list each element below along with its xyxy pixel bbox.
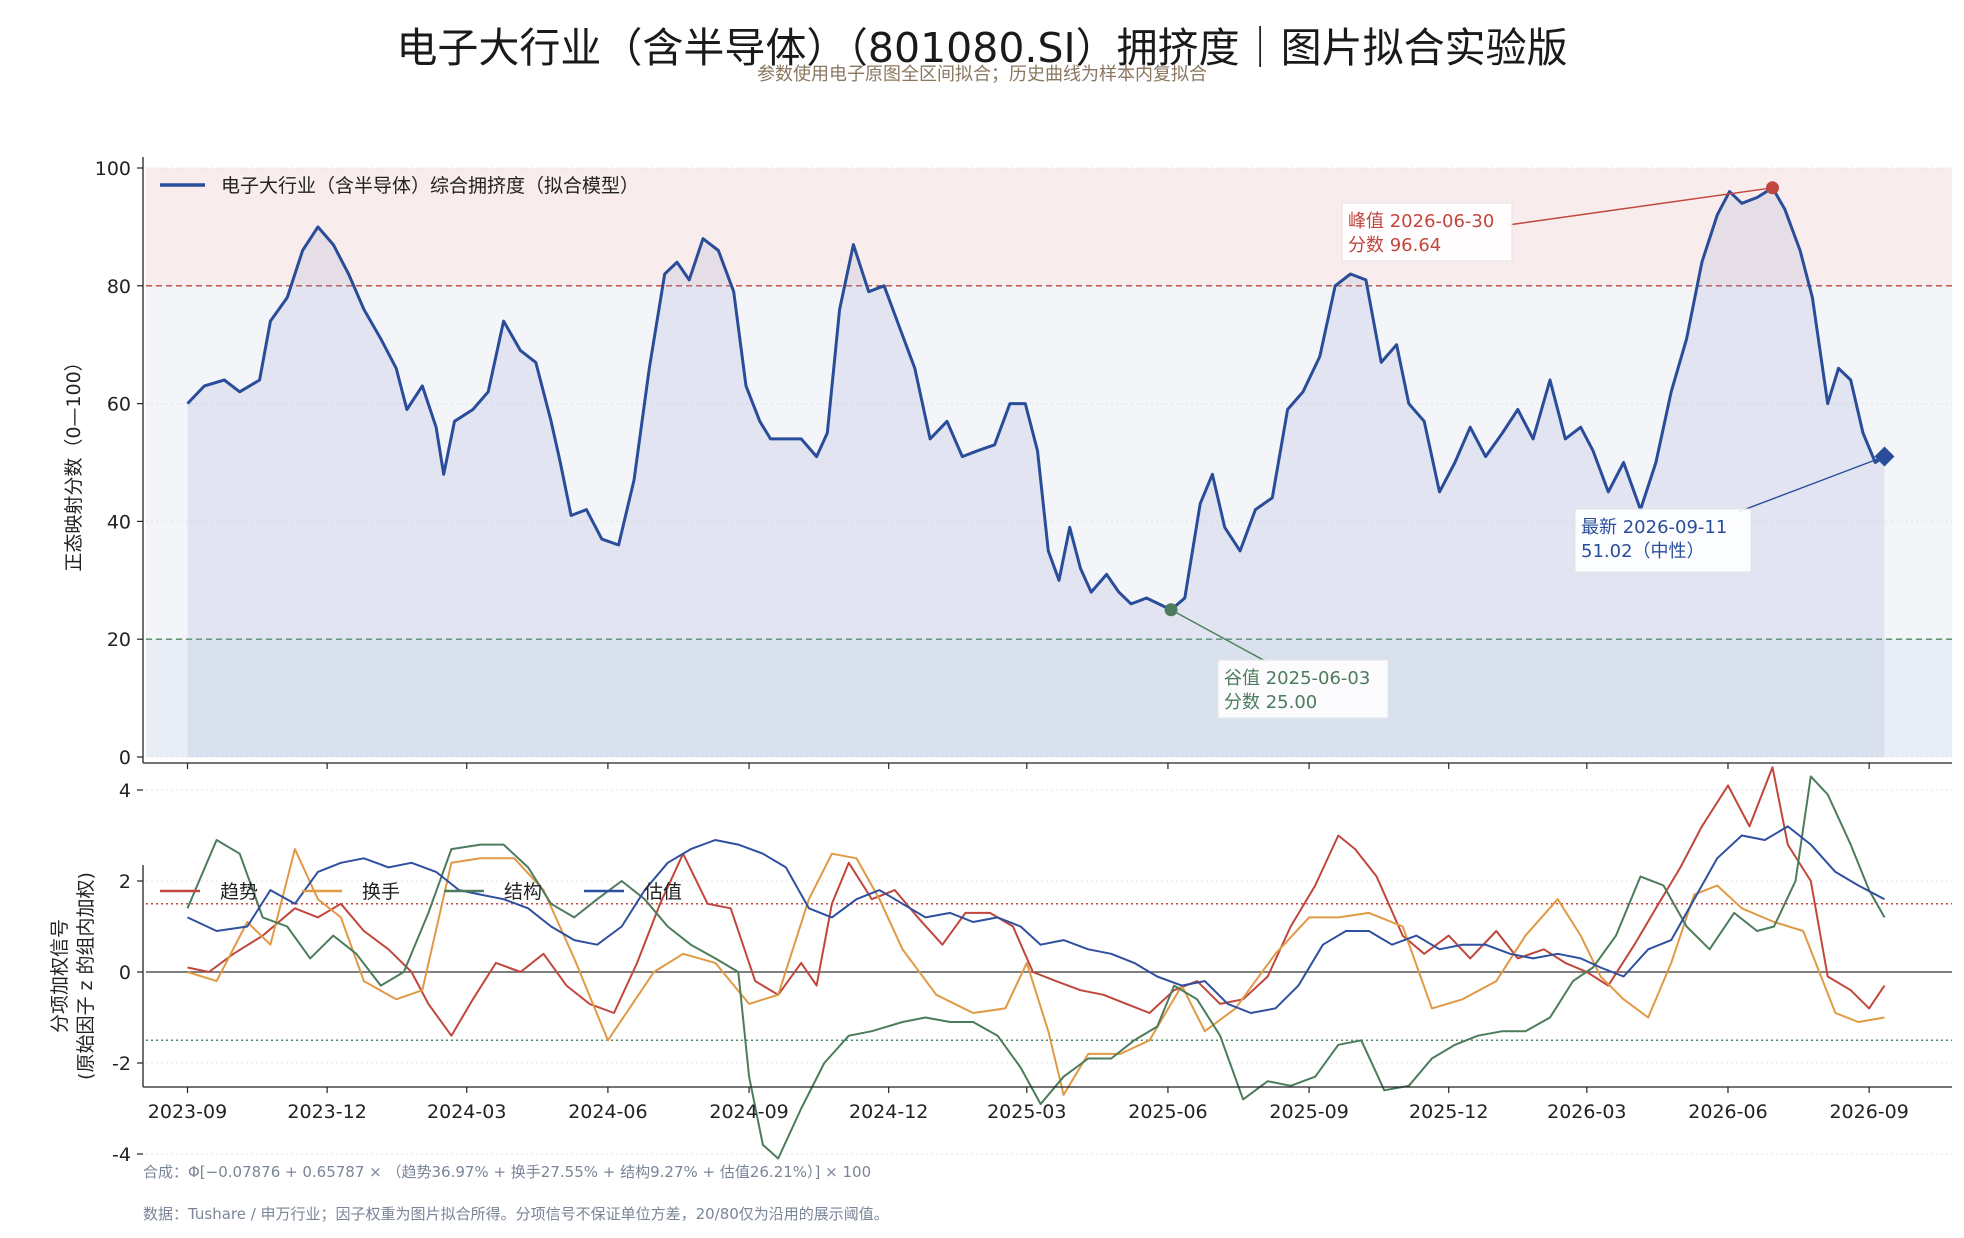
y-tick-label: 20 <box>107 629 131 651</box>
y-axis-label: 正态映射分数（0—100） <box>63 352 85 571</box>
x-tick-label: 2025-06 <box>1128 1101 1207 1123</box>
x-tick-label: 2026-06 <box>1688 1101 1767 1123</box>
source-footnote: 数据：Tushare / 申万行业；因子权重为图片拟合所得。分项信号不保证单位方… <box>143 1205 889 1223</box>
y-tick-label: 4 <box>119 780 131 802</box>
legend-label-valuation: 估值 <box>644 881 682 903</box>
structure-signal-line <box>186 775 1886 1160</box>
legend-label-score: 电子大行业（含半导体）综合拥挤度（拟合模型） <box>221 175 639 197</box>
y-tick-label: 80 <box>107 276 131 298</box>
trend-signal-line <box>187 766 1886 1037</box>
trough-label-line1: 谷值 2025-06-03 <box>1224 668 1370 689</box>
peak-label-box <box>1341 202 1513 262</box>
latest-leader-line <box>1737 455 1885 513</box>
legend-label-turnover: 换手 <box>362 881 400 903</box>
peak-label-line1: 峰值 2026-06-30 <box>1348 211 1494 232</box>
y-tick-label: 2 <box>119 871 131 893</box>
y-tick-label: 0 <box>119 747 131 769</box>
legend-label-structure: 结构 <box>504 881 542 903</box>
x-tick-label: 2025-12 <box>1409 1101 1488 1123</box>
chart-title: 电子大行业（含半导体）（801080.SI）拥挤度｜图片拟合实验版 <box>396 24 1568 72</box>
x-tick-label: 2023-09 <box>148 1101 227 1123</box>
y-tick-label: 100 <box>95 158 131 180</box>
score-line <box>186 186 1886 612</box>
valuation-signal-line <box>187 825 1885 1014</box>
peak-marker <box>1765 181 1779 195</box>
latest-marker <box>1874 446 1895 467</box>
trough-leader-line <box>1170 609 1268 663</box>
factor-signal-panel: -4 -2 0 2 4 2023-09 2023-12 2024-03 2024-06 2024-… <box>49 766 1952 1166</box>
score-area-fill <box>187 187 1885 758</box>
high-crowding-zone <box>146 168 1952 286</box>
trough-marker <box>1164 603 1178 617</box>
low-crowding-zone <box>146 639 1952 757</box>
y-tick-label: -4 <box>112 1144 131 1166</box>
x-tick-label: 2024-03 <box>427 1101 506 1123</box>
latest-label-line1: 最新 2026-09-11 <box>1581 517 1727 538</box>
peak-label-line2: 分数 96.64 <box>1348 235 1441 256</box>
x-tick-label: 2024-06 <box>568 1101 647 1123</box>
y-tick-label: 60 <box>107 394 131 416</box>
crowding-score-panel: 0 20 40 60 80 100 正态映射分数（0—100） 电子大行业（含半导体）综合拥挤… <box>63 157 1952 769</box>
trough-label-box <box>1217 659 1389 719</box>
y-axis-label-line1: 分项加权信号 <box>49 919 71 1033</box>
x-tick-label: 2026-09 <box>1829 1101 1908 1123</box>
x-tick-label: 2024-09 <box>709 1101 788 1123</box>
turnover-signal-line <box>187 848 1885 1096</box>
legend-label-trend: 趋势 <box>220 881 258 903</box>
x-tick-label: 2025-03 <box>987 1101 1066 1123</box>
y-tick-label: 0 <box>119 962 131 984</box>
y-axis-label-line2: (原始因子 z 的组内加权) <box>75 872 97 1080</box>
x-tick-label: 2024-12 <box>849 1101 928 1123</box>
x-tick-label: 2023-12 <box>287 1101 366 1123</box>
trough-label-line2: 分数 25.00 <box>1224 692 1317 713</box>
x-tick-label: 2026-03 <box>1547 1101 1626 1123</box>
formula-footnote: 合成：Φ[−0.07876 + 0.65787 × （趋势36.97% + 换手… <box>143 1163 872 1181</box>
x-tick-label: 2025-09 <box>1269 1101 1348 1123</box>
peak-leader-line <box>1507 187 1773 226</box>
chart-subtitle: 参数使用电子原图全区间拟合；历史曲线为样本内复拟合 <box>757 64 1207 85</box>
latest-label-box <box>1574 508 1752 573</box>
latest-label-line2: 51.02（中性） <box>1581 541 1705 562</box>
y-tick-label: -2 <box>112 1053 131 1075</box>
y-tick-label: 40 <box>107 511 131 533</box>
